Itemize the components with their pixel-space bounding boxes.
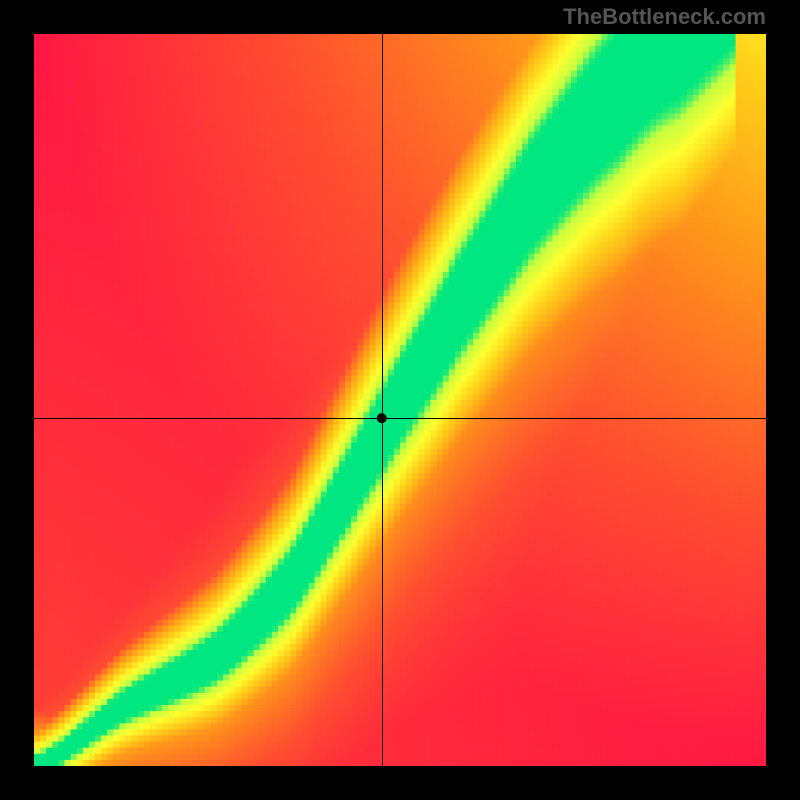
heatmap-plot — [34, 34, 766, 766]
heatmap-canvas — [34, 34, 766, 766]
chart-frame: { "watermark": { "text": "TheBottleneck.… — [0, 0, 800, 800]
watermark-text: TheBottleneck.com — [563, 4, 766, 30]
